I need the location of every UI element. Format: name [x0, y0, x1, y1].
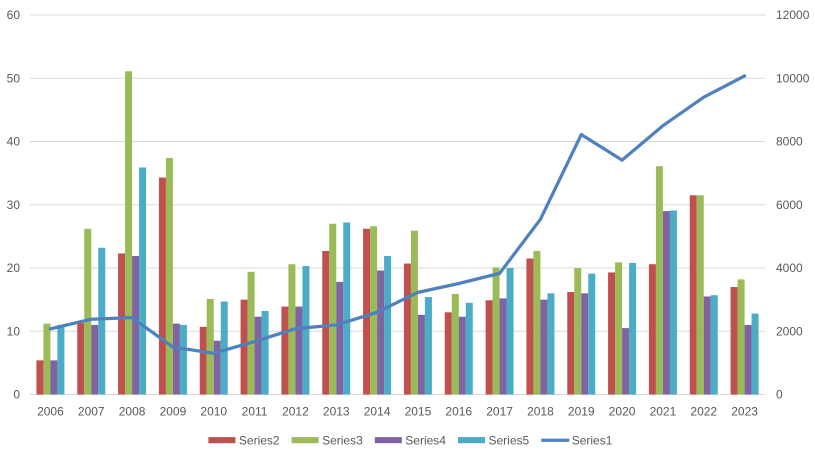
svg-text:50: 50 — [7, 71, 21, 85]
svg-text:60: 60 — [7, 8, 21, 22]
svg-text:Series3: Series3 — [322, 434, 363, 448]
svg-text:2022: 2022 — [690, 405, 717, 419]
svg-text:2006: 2006 — [37, 405, 64, 419]
svg-text:4000: 4000 — [776, 261, 803, 275]
svg-text:2014: 2014 — [364, 405, 391, 419]
svg-text:0: 0 — [776, 388, 783, 402]
svg-text:10000: 10000 — [776, 71, 810, 85]
svg-text:2019: 2019 — [568, 405, 595, 419]
svg-text:Series2: Series2 — [239, 434, 280, 448]
svg-text:Series5: Series5 — [489, 434, 530, 448]
svg-text:2020: 2020 — [609, 405, 636, 419]
svg-text:2015: 2015 — [405, 405, 432, 419]
svg-text:2010: 2010 — [200, 405, 227, 419]
svg-text:12000: 12000 — [776, 8, 810, 22]
svg-text:2012: 2012 — [282, 405, 309, 419]
svg-text:40: 40 — [7, 135, 21, 149]
svg-text:6000: 6000 — [776, 198, 803, 212]
svg-text:2023: 2023 — [731, 405, 758, 419]
svg-text:2009: 2009 — [160, 405, 187, 419]
svg-text:2011: 2011 — [242, 405, 268, 419]
svg-text:0: 0 — [13, 388, 20, 402]
svg-text:Series4: Series4 — [405, 434, 446, 448]
svg-text:10: 10 — [7, 324, 21, 338]
svg-text:20: 20 — [7, 261, 21, 275]
svg-text:2013: 2013 — [323, 405, 350, 419]
svg-text:2016: 2016 — [445, 405, 472, 419]
svg-text:2008: 2008 — [119, 405, 146, 419]
svg-text:2000: 2000 — [776, 324, 803, 338]
svg-text:8000: 8000 — [776, 135, 803, 149]
svg-text:30: 30 — [7, 198, 21, 212]
svg-text:Series1: Series1 — [572, 434, 613, 448]
svg-text:2017: 2017 — [486, 405, 513, 419]
svg-text:2007: 2007 — [78, 405, 105, 419]
svg-text:2018: 2018 — [527, 405, 554, 419]
svg-text:2021: 2021 — [650, 405, 677, 419]
